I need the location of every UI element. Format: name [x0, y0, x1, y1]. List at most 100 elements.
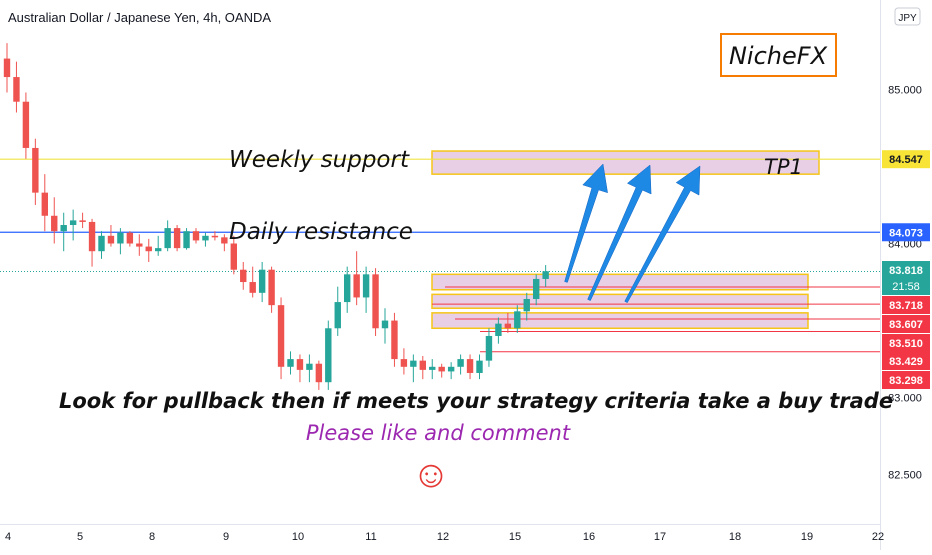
- current-price-value: 83.818: [889, 265, 923, 277]
- x-tick-label: 17: [654, 531, 666, 543]
- candle-body: [13, 77, 20, 102]
- level-price-5-tag: [882, 371, 930, 389]
- candle-body: [344, 274, 351, 303]
- x-tick-label: 22: [872, 531, 884, 543]
- candle-body: [69, 220, 77, 226]
- x-tick-label: 16: [583, 531, 595, 543]
- currency-badge[interactable]: [894, 7, 921, 26]
- candle-body: [419, 360, 426, 370]
- entry-zone-3: [431, 312, 809, 330]
- weekly-support-price-tag: [882, 150, 930, 169]
- candle-body: [211, 235, 219, 238]
- level-price-1-tag: [882, 296, 930, 314]
- candle-body: [173, 228, 181, 249]
- candle-body: [98, 235, 105, 252]
- candle-body: [249, 282, 256, 293]
- candle-body: [60, 225, 67, 232]
- y-tick-label: 85.000: [888, 84, 922, 96]
- candle-body: [334, 302, 341, 329]
- candle-body: [107, 235, 115, 244]
- candle-body: [410, 360, 417, 367]
- candle-body: [79, 220, 86, 222]
- x-tick-label: 9: [223, 531, 229, 543]
- y-tick-label: 83.000: [888, 393, 922, 405]
- level-price-5-value: 83.298: [889, 375, 923, 387]
- x-tick-label: 4: [5, 531, 11, 543]
- candle-body: [429, 366, 436, 370]
- candle-body: [230, 243, 237, 270]
- x-tick-label: 8: [149, 531, 155, 543]
- candle-body: [3, 58, 11, 78]
- x-tick-label: 15: [509, 531, 521, 543]
- candle-body: [447, 366, 455, 372]
- daily-resistance-label: Daily resistance: [229, 219, 413, 245]
- candle-body: [32, 147, 39, 193]
- candle-body: [381, 320, 389, 329]
- bar-countdown: 21:58: [892, 281, 920, 293]
- level-price-3-tag: [882, 334, 930, 352]
- candle-body: [221, 237, 228, 244]
- buy-arrow-1: [564, 163, 608, 283]
- candle-body: [438, 366, 445, 372]
- currency-badge-label: JPY: [898, 13, 917, 24]
- candle-body: [202, 235, 209, 241]
- smiley-icon: ☺: [412, 454, 451, 496]
- candle-body: [240, 269, 247, 283]
- candle-body: [523, 298, 530, 312]
- buy-arrow-3: [624, 165, 701, 304]
- candle-body: [495, 323, 502, 336]
- candle-body: [504, 323, 512, 329]
- brand-box: [720, 33, 837, 77]
- tp1-label: TP1: [764, 155, 803, 179]
- candle-body: [485, 335, 493, 361]
- level-price-3-value: 83.510: [889, 338, 923, 350]
- entry-zone-2: [431, 293, 809, 309]
- candle-body: [400, 359, 408, 367]
- level-price-2-value: 83.607: [889, 319, 923, 331]
- chart-title: Australian Dollar / Japanese Yen, 4h, OA…: [8, 10, 271, 25]
- entry-zone-1: [431, 273, 809, 291]
- candle-body: [164, 228, 171, 249]
- candle-body: [362, 274, 370, 298]
- candle-body: [268, 269, 275, 306]
- brand-label: NicheFX: [729, 42, 828, 70]
- candle-body: [533, 278, 540, 299]
- candle-body: [514, 311, 521, 329]
- candle-body: [136, 243, 143, 247]
- level-price-4-value: 83.429: [889, 356, 923, 368]
- weekly-support-price-value: 84.547: [889, 154, 923, 166]
- candle-body: [296, 359, 304, 370]
- daily-resistance-price-tag: [882, 223, 930, 242]
- level-price-1-value: 83.718: [889, 300, 923, 312]
- candle-body: [41, 192, 48, 216]
- level-price-4-tag: [882, 352, 930, 370]
- candle-body: [51, 215, 58, 232]
- candle-body: [183, 231, 190, 249]
- candle-body: [325, 328, 332, 383]
- y-tick-label: 82.500: [888, 470, 922, 482]
- current-price-tag: [882, 261, 930, 295]
- candle-body: [457, 359, 464, 367]
- x-tick-label: 5: [77, 531, 83, 543]
- candle-body: [466, 359, 474, 373]
- candle-body: [126, 232, 134, 244]
- tp1-zone: [431, 150, 820, 175]
- candle-body: [353, 274, 360, 298]
- x-tick-label: 11: [365, 531, 376, 543]
- candle-body: [306, 363, 313, 370]
- weekly-support-label: Weekly support: [229, 147, 410, 173]
- x-tick-label: 12: [437, 531, 449, 543]
- candle-body: [145, 246, 152, 252]
- buy-arrow-2: [587, 164, 652, 301]
- x-tick-label: 19: [801, 531, 813, 543]
- level-price-2-tag: [882, 315, 930, 333]
- candle-body: [258, 269, 266, 293]
- x-tick-label: 10: [292, 531, 304, 543]
- candle-body: [117, 232, 124, 244]
- main-note: Look for pullback then if meets your str…: [59, 389, 893, 413]
- daily-resistance-price-value: 84.073: [889, 227, 923, 239]
- candle-body: [372, 274, 379, 329]
- candle-body: [277, 305, 285, 367]
